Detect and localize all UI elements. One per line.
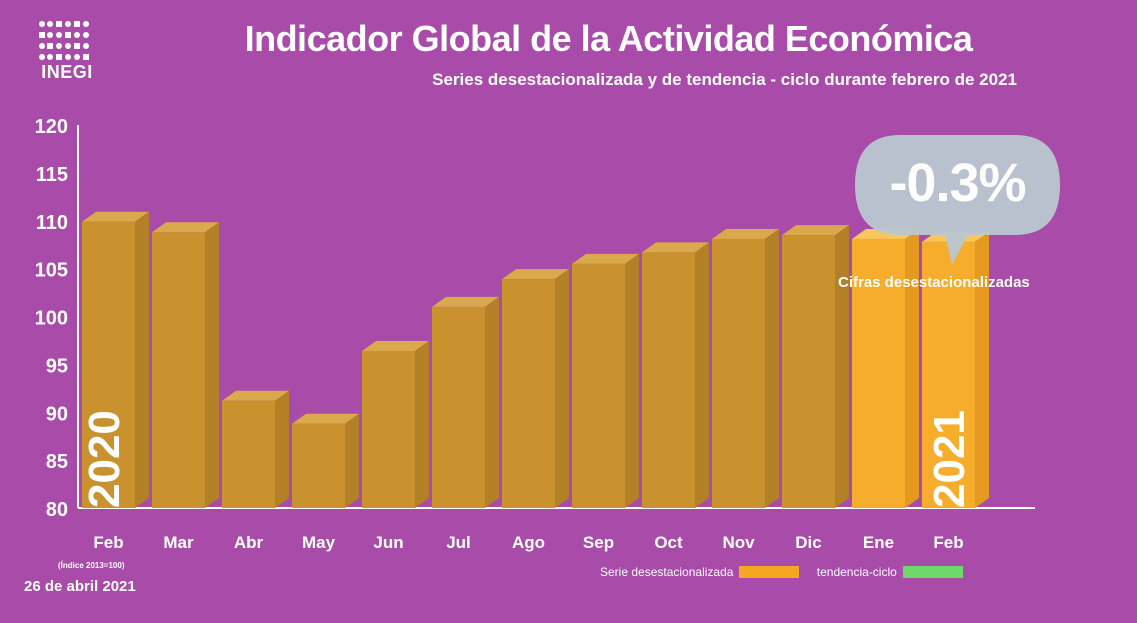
- bar-side: [345, 413, 359, 508]
- bar-side: [765, 228, 779, 508]
- y-tick-label: 120: [35, 116, 68, 138]
- bar-front: [642, 252, 695, 508]
- x-tick-label: Ene: [863, 533, 894, 552]
- chart-subtitle: Series desestacionalizada y de tendencia…: [432, 70, 1017, 89]
- x-tick-label: Sep: [583, 533, 614, 552]
- bar-top: [362, 340, 429, 351]
- bar: [152, 222, 219, 509]
- bar-top: [222, 390, 289, 401]
- bar-side: [135, 211, 149, 508]
- x-tick-label: Abr: [234, 533, 264, 552]
- bar-front: [222, 400, 275, 508]
- x-tick-label: Jun: [373, 533, 403, 552]
- bar-top: [292, 413, 359, 424]
- bar-front: [572, 263, 625, 508]
- bar-top: [712, 228, 779, 239]
- bar: [362, 340, 429, 508]
- bar-top: [152, 222, 219, 233]
- bar-side: [975, 231, 989, 508]
- y-tick-label: 100: [35, 308, 68, 330]
- x-tick-label: Nov: [722, 533, 755, 552]
- y-tick-label: 110: [36, 212, 68, 234]
- x-tick-label: Oct: [654, 533, 683, 552]
- year-label-start: 2020: [80, 410, 129, 508]
- publication-date: 26 de abril 2021: [24, 578, 136, 595]
- logo-text: INEGI: [41, 62, 93, 82]
- bar: [922, 231, 989, 508]
- speech-bubble-icon: [855, 135, 1060, 265]
- index-note: (Índice 2013=100): [58, 561, 125, 570]
- x-tick-label: May: [302, 533, 336, 552]
- x-tick-label: Ago: [512, 533, 545, 552]
- y-tick-label: 85: [46, 451, 68, 473]
- x-tick-label: Feb: [93, 533, 123, 552]
- bar-top: [642, 242, 709, 253]
- bar-side: [485, 296, 499, 508]
- inegi-logo: INEGI: [32, 18, 102, 88]
- bar: [712, 228, 779, 508]
- bar-side: [835, 225, 849, 509]
- bar: [82, 211, 149, 508]
- bar-side: [205, 222, 219, 509]
- bar-front: [82, 221, 135, 508]
- bar-top: [572, 253, 639, 264]
- bar-front: [292, 423, 345, 508]
- bar: [502, 269, 569, 508]
- bar: [782, 225, 849, 509]
- year-label-end: 2021: [925, 410, 974, 508]
- logo-dots-icon: [39, 21, 89, 60]
- x-tick-label: Dic: [795, 533, 821, 552]
- y-tick-label: 115: [36, 164, 68, 186]
- bar-front: [502, 279, 555, 508]
- bar-side: [905, 228, 919, 508]
- bar-top: [82, 211, 149, 222]
- bar: [852, 228, 919, 508]
- bar-top: [782, 225, 849, 236]
- bar-front: [432, 306, 485, 508]
- bar: [572, 253, 639, 508]
- bar-front: [152, 232, 205, 509]
- legend-swatch-trend: [902, 566, 963, 578]
- y-tick-label: 105: [35, 260, 68, 282]
- bar: [642, 242, 709, 508]
- callout-label: Cifras desestacionalizadas: [838, 274, 1030, 291]
- bar-side: [625, 253, 639, 508]
- bar-top: [502, 269, 569, 280]
- change-callout: -0.3%: [850, 130, 1065, 265]
- bar-front: [712, 238, 765, 508]
- bar-front: [852, 238, 905, 508]
- legend: Serie desestacionalizada tendencia-ciclo: [600, 565, 977, 579]
- legend-swatch-seasonal: [739, 566, 800, 578]
- x-tick-label: Jul: [446, 533, 471, 552]
- legend-label: tendencia-ciclo: [816, 565, 897, 579]
- x-tick-label: Feb: [933, 533, 963, 552]
- bar: [432, 296, 499, 508]
- bar-front: [922, 241, 975, 508]
- bar-side: [555, 269, 569, 508]
- bar: [222, 390, 289, 508]
- bar-front: [362, 350, 415, 508]
- x-tick-label: Mar: [163, 533, 194, 552]
- y-tick-label: 90: [46, 403, 68, 425]
- bar-side: [415, 340, 429, 508]
- y-tick-label: 95: [46, 355, 68, 377]
- legend-label: Serie desestacionalizada: [600, 565, 734, 579]
- bar-front: [782, 235, 835, 509]
- legend-item-seasonal: Serie desestacionalizada: [600, 565, 800, 579]
- y-tick-label: 80: [46, 499, 68, 521]
- change-value: -0.3%: [889, 153, 1026, 213]
- bar-side: [695, 242, 709, 508]
- bar-top: [432, 296, 499, 307]
- chart-title: Indicador Global de la Actividad Económi…: [244, 18, 973, 59]
- legend-item-trend: tendencia-ciclo: [817, 565, 963, 579]
- bar-side: [275, 390, 289, 508]
- bar: [292, 413, 359, 508]
